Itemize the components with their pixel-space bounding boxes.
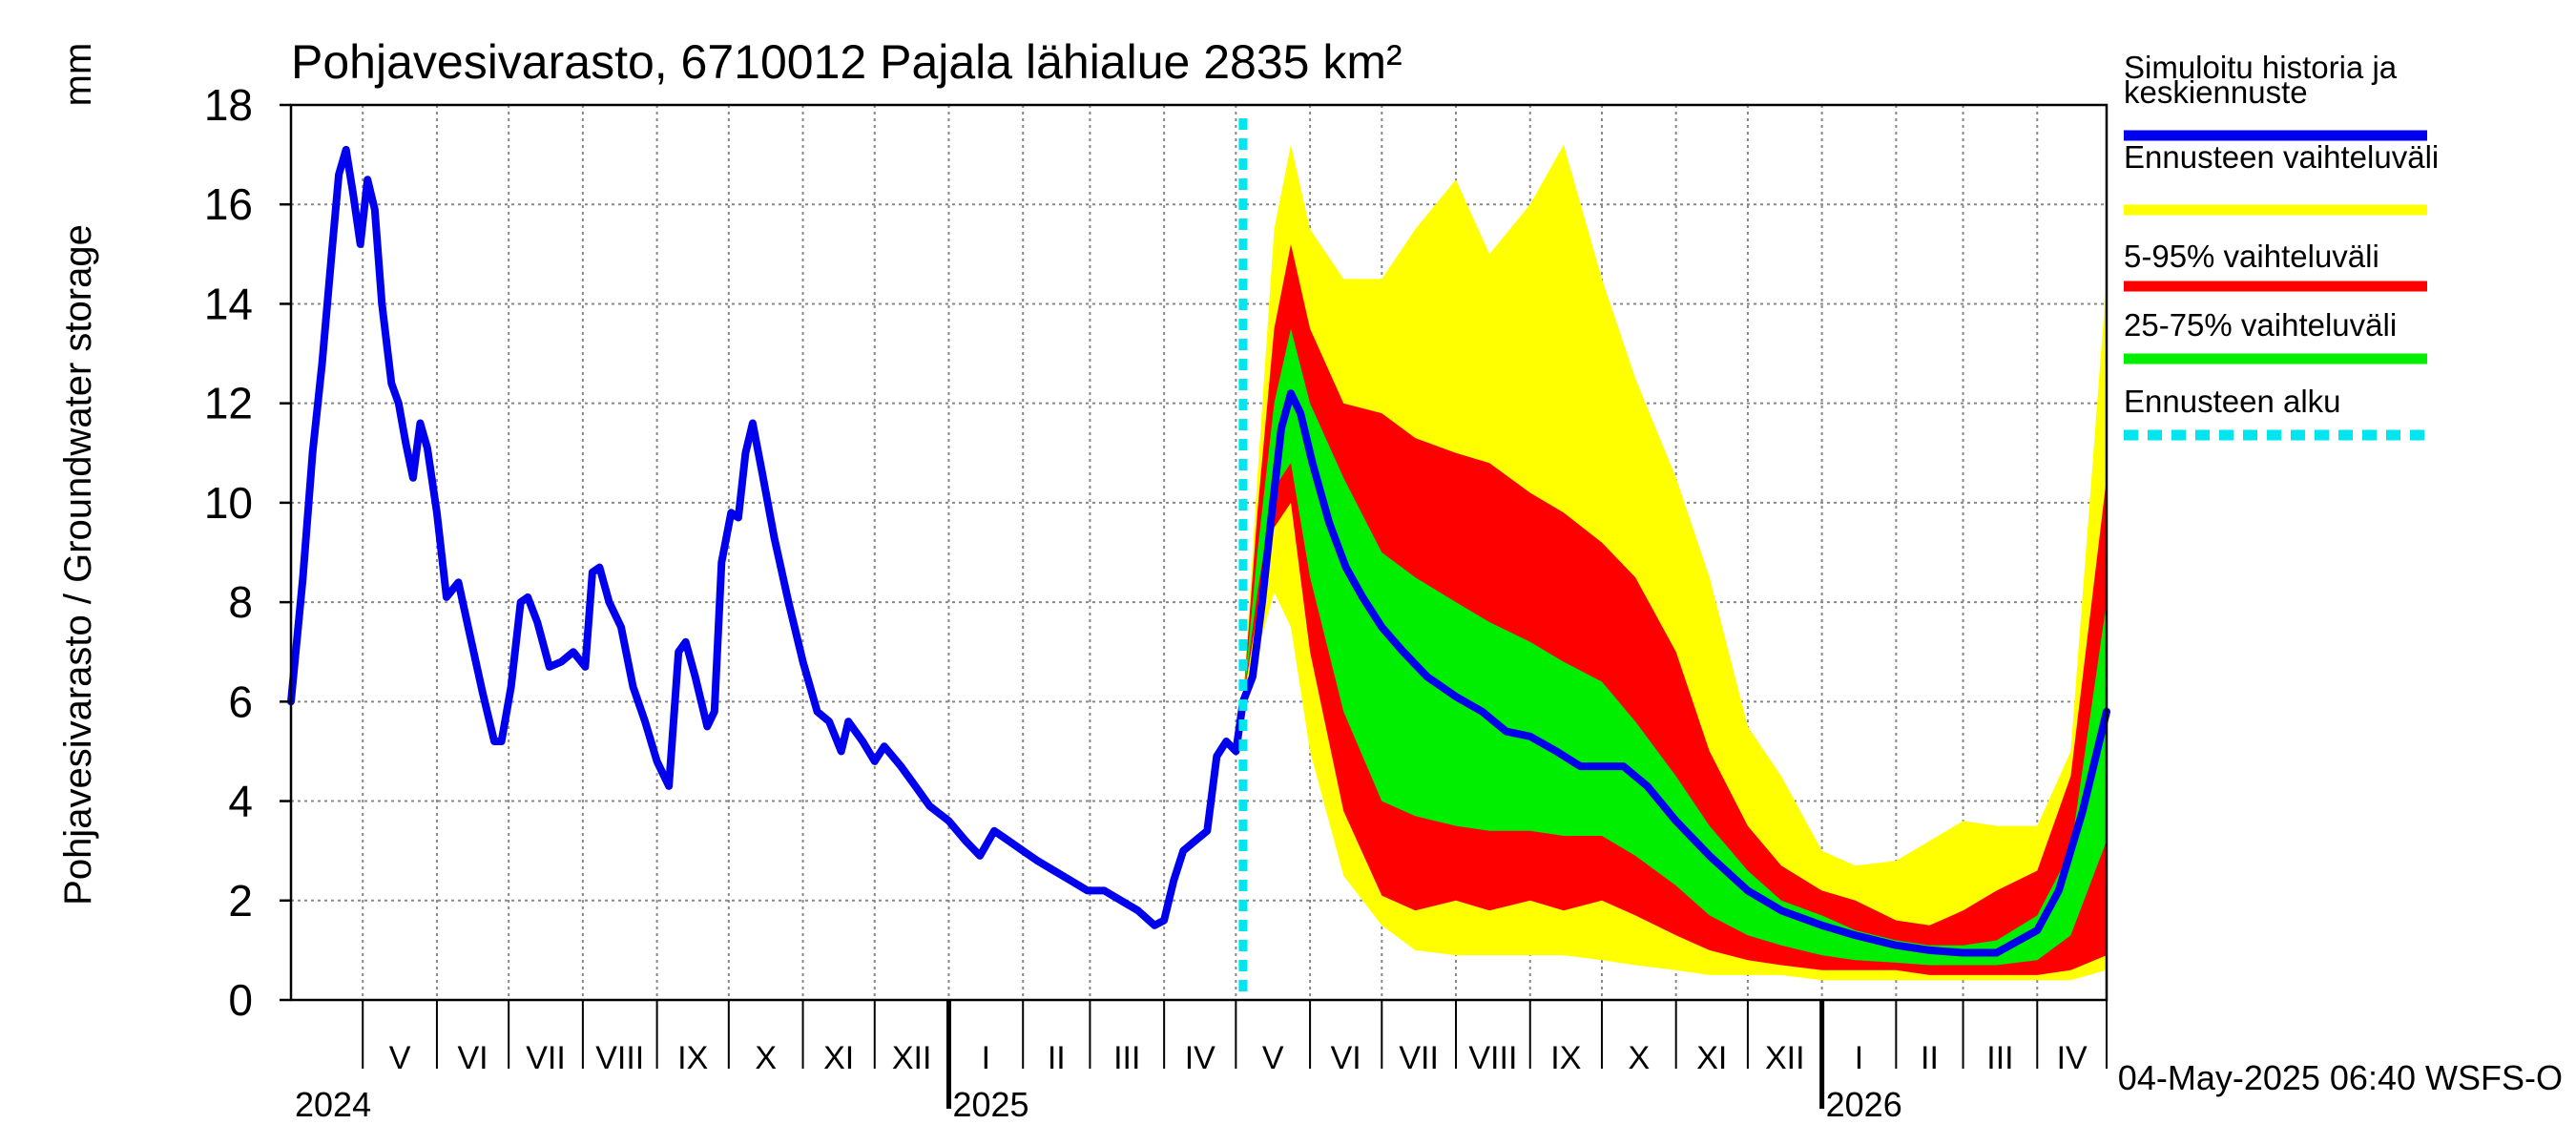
legend-label-history: Simuloitu historia ja xyxy=(2124,50,2398,85)
y-tick-label: 10 xyxy=(204,478,253,528)
x-month-label: X xyxy=(755,1040,777,1076)
y-tick-label: 4 xyxy=(228,777,253,826)
x-month-label: IX xyxy=(1550,1040,1581,1076)
x-month-label: XI xyxy=(823,1040,854,1076)
plot-border xyxy=(289,103,2109,1002)
x-month-label: VIII xyxy=(595,1040,644,1076)
timestamp: 04-May-2025 06:40 WSFS-O xyxy=(2118,1058,2563,1097)
x-month-label: II xyxy=(1048,1040,1066,1076)
y-axis-label: Pohjavesivarasto / Groundwater storage xyxy=(57,224,99,906)
plot-frame xyxy=(289,103,2109,1002)
y-tick-label: 8 xyxy=(228,577,253,627)
x-year-label: 2024 xyxy=(295,1085,371,1124)
x-month-label: VII xyxy=(526,1040,566,1076)
legend-label-p5_95: 5-95% vaihteluväli xyxy=(2124,239,2379,274)
y-axis: 0 2 4 6 8 10 12 14 16 18 xyxy=(204,80,291,1025)
x-axis: V VI VII VIII IX X XI XII I II III IV V VI VII VIII IX X X… xyxy=(295,1000,2108,1124)
x-month-label: XII xyxy=(892,1040,932,1076)
x-year-label: 2025 xyxy=(952,1085,1028,1124)
x-year-label: 2026 xyxy=(1826,1085,1902,1124)
x-month-label: I xyxy=(982,1040,990,1076)
y-tick-label: 12 xyxy=(204,379,253,428)
y-tick-label: 0 xyxy=(228,975,253,1025)
y-axis-title: Pohjavesivarasto / Groundwater storage m… xyxy=(57,43,99,906)
legend-label-full_range: Ennusteen vaihteluväli xyxy=(2124,139,2439,175)
x-month-label: III xyxy=(1986,1040,2013,1076)
x-month-label: IV xyxy=(1185,1040,1215,1076)
chart-title: Pohjavesivarasto, 6710012 Pajala lähialu… xyxy=(291,35,1402,89)
forecast-bands xyxy=(1242,144,2107,981)
x-month-label: VI xyxy=(1331,1040,1361,1076)
series-line-history xyxy=(287,145,2110,957)
x-month-label: IX xyxy=(677,1040,708,1076)
y-axis-unit: mm xyxy=(57,43,99,107)
x-month-label: III xyxy=(1113,1040,1140,1076)
x-month-label: II xyxy=(1921,1040,1939,1076)
y-tick-label: 16 xyxy=(204,179,253,229)
x-month-label: V xyxy=(389,1040,411,1076)
y-tick-label: 18 xyxy=(204,80,253,130)
x-month-label: I xyxy=(1855,1040,1863,1076)
x-month-label: V xyxy=(1262,1040,1284,1076)
y-tick-label: 14 xyxy=(204,279,253,328)
x-month-label: VIII xyxy=(1468,1040,1517,1076)
series-lines xyxy=(287,145,2110,957)
legend-label-history: keskiennuste xyxy=(2124,74,2308,110)
x-month-label: IV xyxy=(2057,1040,2088,1076)
legend-label-p25_75: 25-75% vaihteluväli xyxy=(2124,307,2397,343)
x-month-label: X xyxy=(1628,1040,1650,1076)
y-tick-label: 2 xyxy=(228,876,253,926)
y-tick-label: 6 xyxy=(228,677,253,726)
legend-label-forecast_start: Ennusteen alku xyxy=(2124,384,2341,419)
band-25-75 xyxy=(1242,328,2107,966)
x-month-label: VII xyxy=(1399,1040,1439,1076)
x-month-label: VI xyxy=(457,1040,488,1076)
x-month-label: XII xyxy=(1765,1040,1805,1076)
x-month-label: XI xyxy=(1696,1040,1727,1076)
